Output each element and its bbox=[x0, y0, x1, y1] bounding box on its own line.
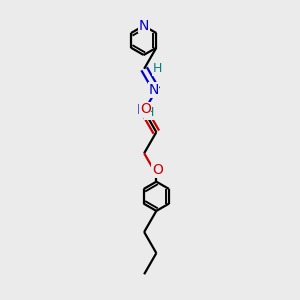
Text: N: N bbox=[139, 19, 149, 33]
Text: O: O bbox=[140, 103, 151, 116]
Text: H: H bbox=[153, 62, 162, 75]
Text: N: N bbox=[137, 103, 147, 117]
Text: H: H bbox=[145, 106, 154, 119]
Text: O: O bbox=[152, 163, 163, 177]
Text: N: N bbox=[148, 83, 159, 97]
